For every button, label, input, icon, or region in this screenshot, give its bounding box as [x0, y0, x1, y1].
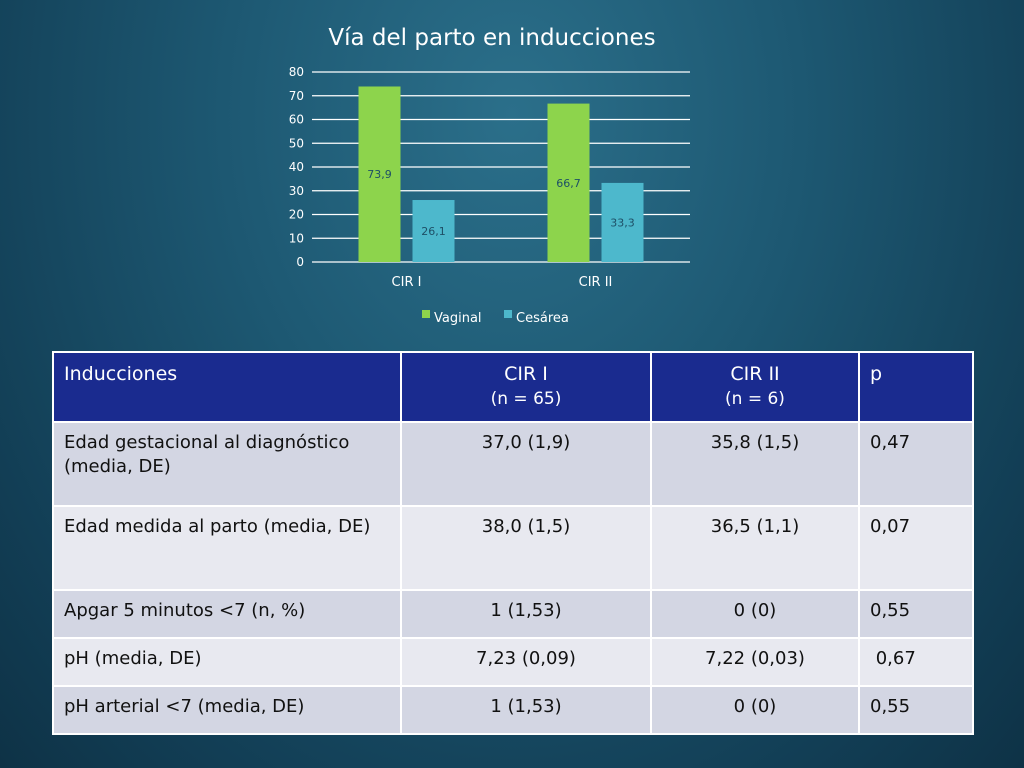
row-label: pH arterial <7 (media, DE) — [52, 685, 402, 735]
cell-cir-ii: 7,22 (0,03) — [650, 637, 860, 687]
row-label: Edad medida al parto (media, DE) — [52, 505, 402, 591]
header-cir-ii: CIR II (n = 6) — [650, 351, 860, 423]
stats-table: Inducciones CIR I (n = 65) CIR II (n = 6) … — [52, 351, 974, 735]
cell-cir-i: 7,23 (0,09) — [400, 637, 652, 687]
y-tick-label: 60 — [289, 113, 304, 127]
bar — [547, 103, 590, 263]
x-axis-categories: CIR I CIR II — [392, 275, 613, 290]
table-row: pH arterial <7 (media, DE) 1 (1,53) 0 (0… — [52, 685, 974, 735]
table-row: Apgar 5 minutos <7 (n, %) 1 (1,53) 0 (0)… — [52, 589, 974, 639]
data-label: 33,3 — [610, 216, 635, 229]
bar — [358, 86, 401, 262]
data-label: 66,7 — [556, 177, 581, 190]
cell-p: 0,55 — [858, 685, 974, 735]
x-category-label: CIR II — [579, 275, 613, 290]
y-axis-ticks: 0 10 20 30 40 50 60 70 80 — [289, 65, 304, 269]
bar-chart: Vía del parto en inducciones 0 10 20 30 40 50… — [289, 25, 690, 326]
y-tick-label: 20 — [289, 208, 304, 222]
legend-label: Cesárea — [516, 311, 569, 326]
y-tick-label: 0 — [296, 255, 304, 269]
x-category-label: CIR I — [392, 275, 422, 290]
table-header-row: Inducciones CIR I (n = 65) CIR II (n = 6) … — [52, 351, 974, 423]
row-label: Edad gestacional al diagnóstico (media, … — [52, 421, 402, 507]
cell-p: 0,67 — [858, 637, 974, 687]
data-label: 26,1 — [421, 225, 446, 238]
cell-p: 0,55 — [858, 589, 974, 639]
cell-cir-ii: 0 (0) — [650, 589, 860, 639]
chart-bars: 73,9 26,1 66,7 33,3 — [358, 86, 644, 263]
data-label: 73,9 — [367, 168, 392, 181]
cell-p: 0,47 — [858, 421, 974, 507]
cell-cir-i: 38,0 (1,5) — [400, 505, 652, 591]
cell-cir-i: 1 (1,53) — [400, 589, 652, 639]
chart-title: Vía del parto en inducciones — [328, 25, 655, 51]
y-tick-label: 40 — [289, 160, 304, 174]
legend-swatch — [504, 310, 512, 318]
legend-swatch — [422, 310, 430, 318]
row-label: pH (media, DE) — [52, 637, 402, 687]
header-cir-i: CIR I (n = 65) — [400, 351, 652, 423]
table-row: Edad medida al parto (media, DE) 38,0 (1… — [52, 505, 974, 591]
header-inducciones: Inducciones — [52, 351, 402, 423]
y-tick-label: 50 — [289, 136, 304, 150]
bar — [601, 182, 644, 262]
table-row: Edad gestacional al diagnóstico (media, … — [52, 421, 974, 507]
y-tick-label: 70 — [289, 89, 304, 103]
cell-cir-ii: 36,5 (1,1) — [650, 505, 860, 591]
cell-cir-ii: 35,8 (1,5) — [650, 421, 860, 507]
table-row: pH (media, DE) 7,23 (0,09) 7,22 (0,03) 0… — [52, 637, 974, 687]
cell-cir-i: 1 (1,53) — [400, 685, 652, 735]
row-label: Apgar 5 minutos <7 (n, %) — [52, 589, 402, 639]
cell-cir-i: 37,0 (1,9) — [400, 421, 652, 507]
legend-label: Vaginal — [434, 311, 482, 326]
y-tick-label: 80 — [289, 65, 304, 79]
bar — [412, 200, 455, 262]
cell-cir-ii: 0 (0) — [650, 685, 860, 735]
y-tick-label: 30 — [289, 184, 304, 198]
cell-p: 0,07 — [858, 505, 974, 591]
header-p: p — [858, 351, 974, 423]
y-tick-label: 10 — [289, 231, 304, 245]
chart-legend: Vaginal Cesárea — [422, 310, 569, 326]
